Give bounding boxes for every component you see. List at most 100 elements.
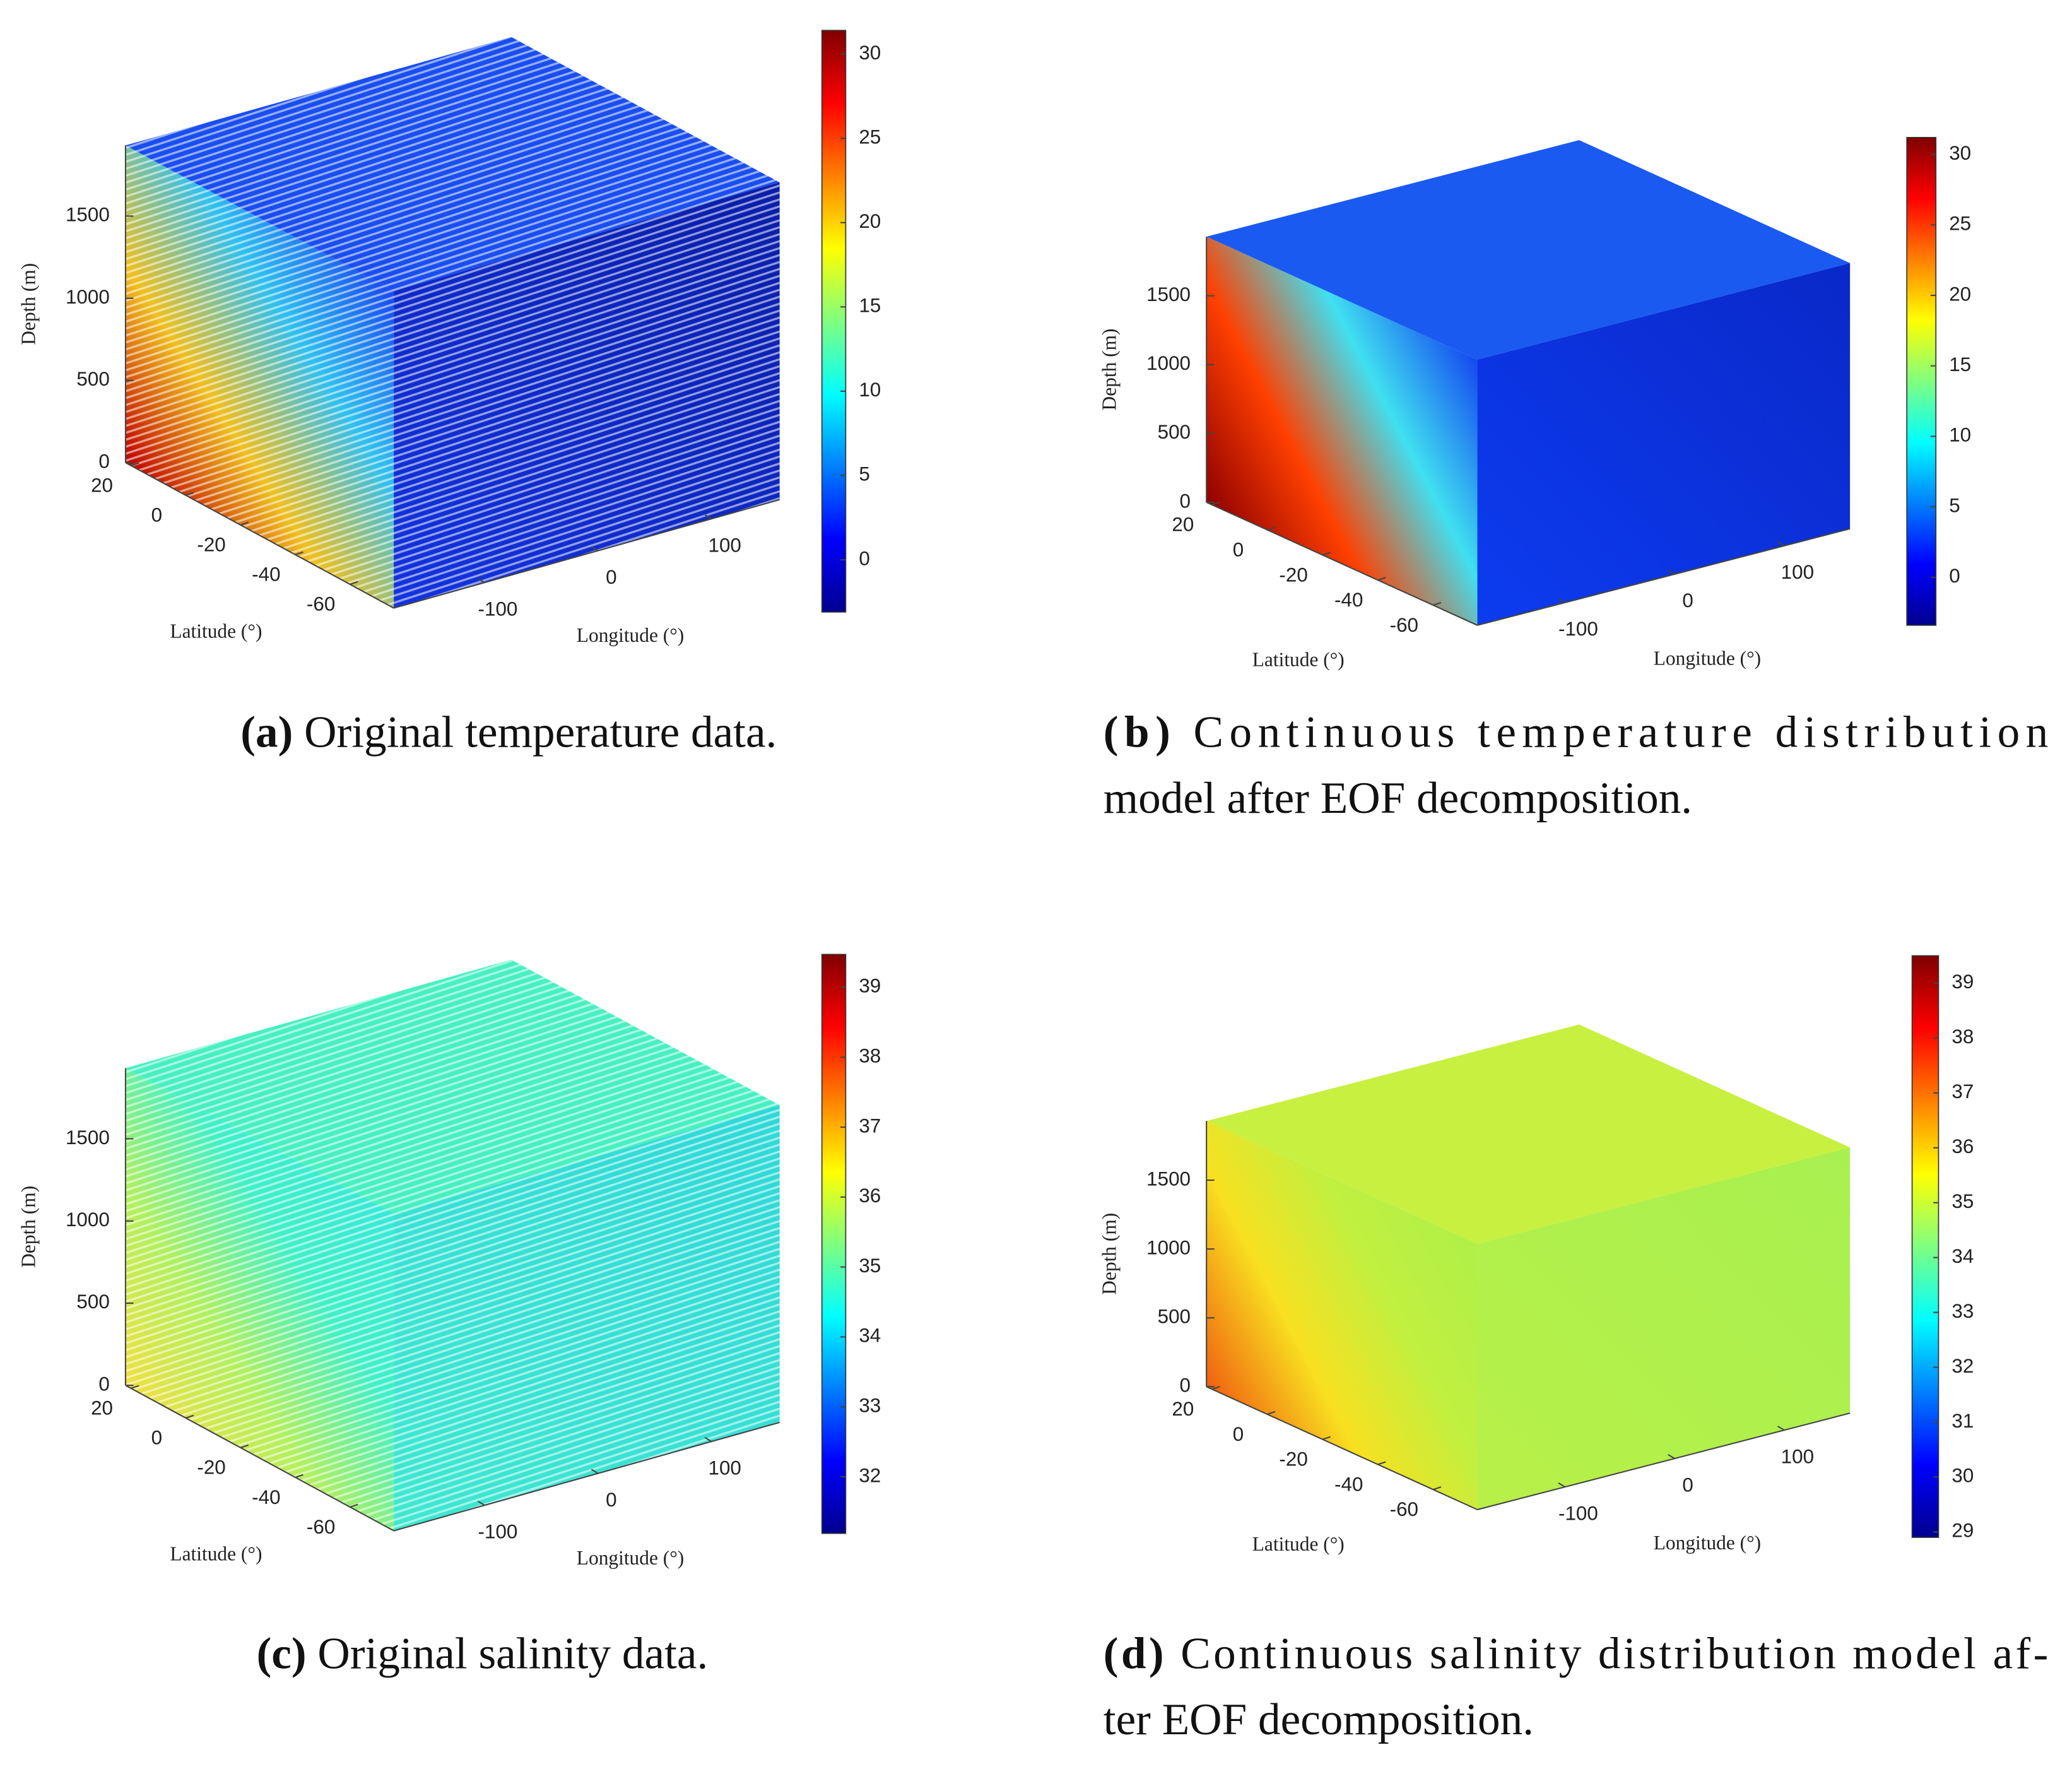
z-tick-label: 500 (1158, 1305, 1191, 1327)
colorbar-tick-label: 33 (859, 1395, 881, 1417)
colorbar-tick-label: 25 (859, 126, 881, 148)
colorbar (1906, 137, 1937, 626)
scatter-texture (125, 959, 780, 1214)
y-tick-label: 100 (1781, 1445, 1814, 1467)
colorbar-tick-label: 10 (859, 379, 881, 401)
x-tick (1267, 1410, 1276, 1415)
x-tick-label: 20 (1172, 514, 1194, 536)
y-tick-label: 100 (1781, 561, 1814, 583)
colorbar-tick-label: 32 (859, 1464, 881, 1486)
colorbar-tick-label: 0 (1949, 565, 1960, 587)
x-tick (1377, 1461, 1386, 1465)
colorbar-tick-label: 39 (859, 975, 881, 997)
colorbar-tick-label: 30 (1949, 142, 1971, 164)
y-tick (478, 1500, 485, 1506)
y-axis (1477, 528, 1851, 626)
x-tick-label: 0 (1233, 539, 1244, 561)
colorbar-tick-label: 5 (859, 463, 869, 485)
x-tick (1267, 526, 1276, 531)
y-tick-label: 0 (606, 566, 616, 588)
x-axis-label: Latitude (°) (1252, 1533, 1345, 1555)
caption-label: (a) (240, 707, 293, 757)
colorbar-tick-label: 35 (859, 1255, 881, 1277)
y-tick-label: 0 (1682, 1474, 1693, 1496)
caption-text: Continuous salinity distribution model a… (1180, 1629, 2048, 1678)
x-tick (1433, 1486, 1442, 1491)
x-tick-label: -20 (197, 1457, 225, 1479)
z-tick-label: 0 (98, 1373, 109, 1395)
y-tick (1668, 1453, 1675, 1460)
y-tick (1777, 541, 1785, 547)
colorbar-tick-label: 39 (1951, 971, 1974, 993)
caption-text: model after EOF decomposition. (1104, 774, 1692, 823)
y-tick-label: 0 (606, 1489, 616, 1511)
x-tick-label: -20 (1279, 1448, 1307, 1470)
y-axis-label: Longitude (°) (1654, 1532, 1761, 1554)
z-tick-label: 0 (1180, 1375, 1191, 1397)
colorbar-tick-label: 37 (1951, 1080, 1974, 1103)
z-tick-label: 1000 (66, 1209, 110, 1231)
colorbar-tick-label: 0 (859, 547, 869, 569)
colorbar-tick-label: 38 (859, 1045, 881, 1067)
x-axis (125, 1385, 394, 1532)
y-axis (393, 1421, 780, 1532)
caption-label: (b) (1104, 707, 1170, 757)
x-tick (350, 581, 358, 585)
y-tick-label: -100 (1558, 618, 1598, 640)
caption-label: (d) (1104, 1629, 1164, 1678)
colorbar (821, 30, 847, 613)
colorbar-tick-label: 30 (859, 42, 881, 64)
x-tick (295, 551, 303, 555)
colorbar-tick-label: 34 (1951, 1245, 1974, 1267)
x-tick (350, 1503, 358, 1508)
z-tick-label: 500 (1158, 421, 1191, 443)
y-tick (704, 1436, 712, 1443)
z-axis-label: Depth (m) (17, 263, 39, 345)
z-tick-label: 0 (98, 450, 109, 472)
x-axis (125, 462, 394, 609)
x-tick-label: 20 (91, 475, 113, 497)
y-tick (1668, 569, 1675, 575)
y-axis-label: Longitude (°) (577, 624, 684, 646)
colorbar-tick-label: 20 (1949, 283, 1971, 305)
z-tick-label: 1500 (66, 204, 110, 226)
scatter-texture (125, 37, 780, 291)
x-tick-label: 0 (151, 504, 162, 526)
caption-text: ter EOF decomposition. (1104, 1695, 1534, 1744)
y-tick-label: -100 (1558, 1502, 1598, 1524)
y-tick (591, 546, 599, 552)
x-tick-label: -20 (1279, 564, 1307, 586)
x-axis (1206, 1386, 1478, 1511)
volume-top (1206, 1024, 1851, 1245)
scatter-texture (394, 1105, 780, 1531)
x-tick-label: 0 (1233, 1423, 1244, 1445)
x-tick (131, 462, 139, 466)
caption-text: Original salinity data. (317, 1629, 708, 1678)
y-axis (393, 499, 780, 609)
colorbar-tick-label: 15 (859, 295, 881, 317)
x-axis-label: Latitude (°) (170, 1543, 262, 1565)
z-tick-label: 1000 (66, 286, 110, 308)
x-tick (1377, 577, 1386, 581)
x-tick-label: -60 (1390, 1498, 1418, 1520)
x-tick-label: -20 (197, 534, 225, 556)
caption-line: (a) Original temperature data. (240, 707, 777, 757)
x-tick (185, 492, 194, 496)
z-axis-label: Depth (m) (1098, 1213, 1121, 1295)
x-tick-label: -60 (307, 593, 335, 615)
z-tick-label: 1500 (1146, 1168, 1191, 1190)
y-tick (1558, 1482, 1566, 1487)
x-tick (1322, 552, 1331, 556)
x-tick-label: -60 (1390, 614, 1418, 636)
z-axis-label: Depth (m) (1098, 328, 1121, 410)
y-tick-label: -100 (478, 598, 518, 620)
colorbar-tick-label: 30 (1951, 1465, 1974, 1487)
y-axis-label: Longitude (°) (577, 1547, 684, 1569)
caption-line: ter EOF decomposition. (1104, 1695, 1534, 1744)
colorbar-tick-label: 15 (1949, 353, 1971, 375)
x-tick-label: -40 (252, 564, 280, 586)
x-tick (131, 1385, 139, 1389)
y-tick (591, 1469, 599, 1474)
colorbar-tick-label: 25 (1949, 213, 1971, 235)
